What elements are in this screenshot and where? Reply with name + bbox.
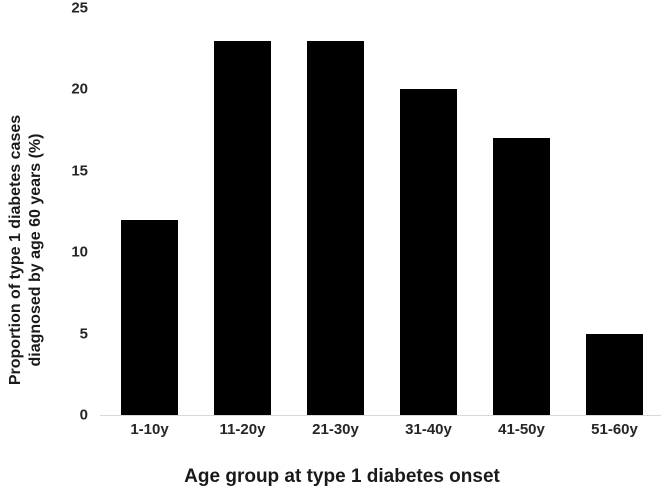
y-tick-label: 20 — [71, 80, 88, 98]
x-axis-line — [100, 415, 661, 416]
bar-51-60y — [586, 333, 643, 415]
x-tick-label: 41-50y — [498, 421, 545, 438]
x-tick-label: 21-30y — [312, 421, 359, 438]
y-axis-title: Proportion of type 1 diabetes cases diag… — [6, 115, 46, 385]
y-tick-label: 5 — [79, 325, 88, 343]
x-axis-title: Age group at type 1 diabetes onset — [184, 466, 500, 487]
y-tick-label: 15 — [71, 162, 88, 180]
bar-11-20y — [214, 40, 271, 415]
bar-21-30y — [307, 40, 364, 415]
y-tick-label: 0 — [79, 406, 88, 424]
bar-41-50y — [493, 138, 550, 415]
y-axis-title-line1: Proportion of type 1 diabetes cases — [7, 114, 24, 386]
x-tick-label: 1-10y — [130, 421, 169, 438]
x-tick-label: 31-40y — [405, 421, 452, 438]
x-tick-label: 51-60y — [591, 421, 638, 438]
bar-31-40y — [400, 89, 457, 415]
y-axis-title-line2: diagnosed by age 60 years (%) — [27, 133, 44, 367]
y-tick-label: 25 — [71, 0, 88, 17]
bar-1-10y — [121, 219, 178, 415]
x-tick-label: 11-20y — [219, 421, 266, 438]
y-tick-label: 10 — [71, 243, 88, 261]
